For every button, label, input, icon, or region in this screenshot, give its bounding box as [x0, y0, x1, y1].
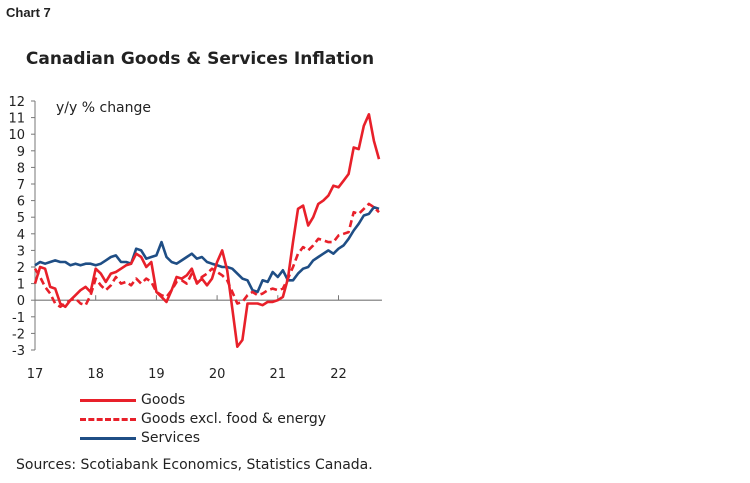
y-tick-label: 10 — [8, 128, 25, 143]
y-tick-label: -3 — [12, 344, 25, 359]
series-line-goods — [33, 113, 381, 348]
y-tick-label: 6 — [17, 195, 25, 210]
x-tick-label: 22 — [330, 367, 347, 382]
legend-swatch-goods — [80, 398, 136, 402]
series-line-goods-excl-food-energy — [33, 202, 380, 309]
y-tick-label: 4 — [17, 228, 25, 243]
legend-swatch-goods-excl — [80, 417, 136, 421]
x-tick-label: 17 — [27, 367, 44, 382]
y-tick-label: 1 — [17, 278, 25, 293]
y-axis-unit-label: y/y % change — [56, 100, 152, 116]
y-tick-label: 11 — [8, 112, 25, 127]
legend-swatch-services — [80, 436, 136, 440]
x-tick-label: 19 — [148, 367, 165, 382]
chart-number-label: Chart 7 — [6, 5, 51, 20]
y-tick-label: -2 — [12, 327, 25, 342]
legend-item-goods-excl: Goods excl. food & energy — [80, 410, 326, 428]
y-tick-label: 0 — [17, 294, 25, 309]
x-tick-label: 20 — [209, 367, 226, 382]
y-tick-label: 12 — [8, 95, 25, 110]
y-tick-label: -1 — [12, 311, 25, 326]
y-tick-label: 3 — [17, 244, 25, 259]
x-tick-label: 21 — [270, 367, 287, 382]
y-tick-label: 9 — [17, 145, 25, 160]
series-line-services — [34, 205, 380, 294]
y-tick-label: 5 — [17, 211, 25, 226]
legend-label: Goods excl. food & energy — [141, 411, 327, 427]
legend-label: Services — [141, 430, 201, 446]
y-tick-label: 2 — [17, 261, 25, 276]
y-tick-label: 7 — [17, 178, 25, 193]
legend-item-services: Services — [80, 429, 200, 447]
sources-note: Sources: Scotiabank Economics, Statistic… — [16, 457, 373, 473]
chart-title: Canadian Goods & Services Inflation — [25, 49, 375, 69]
legend-label: Goods — [141, 392, 186, 408]
y-tick-label: 8 — [17, 161, 25, 176]
legend-item-goods: Goods — [80, 391, 185, 409]
x-tick-label: 18 — [87, 367, 104, 382]
